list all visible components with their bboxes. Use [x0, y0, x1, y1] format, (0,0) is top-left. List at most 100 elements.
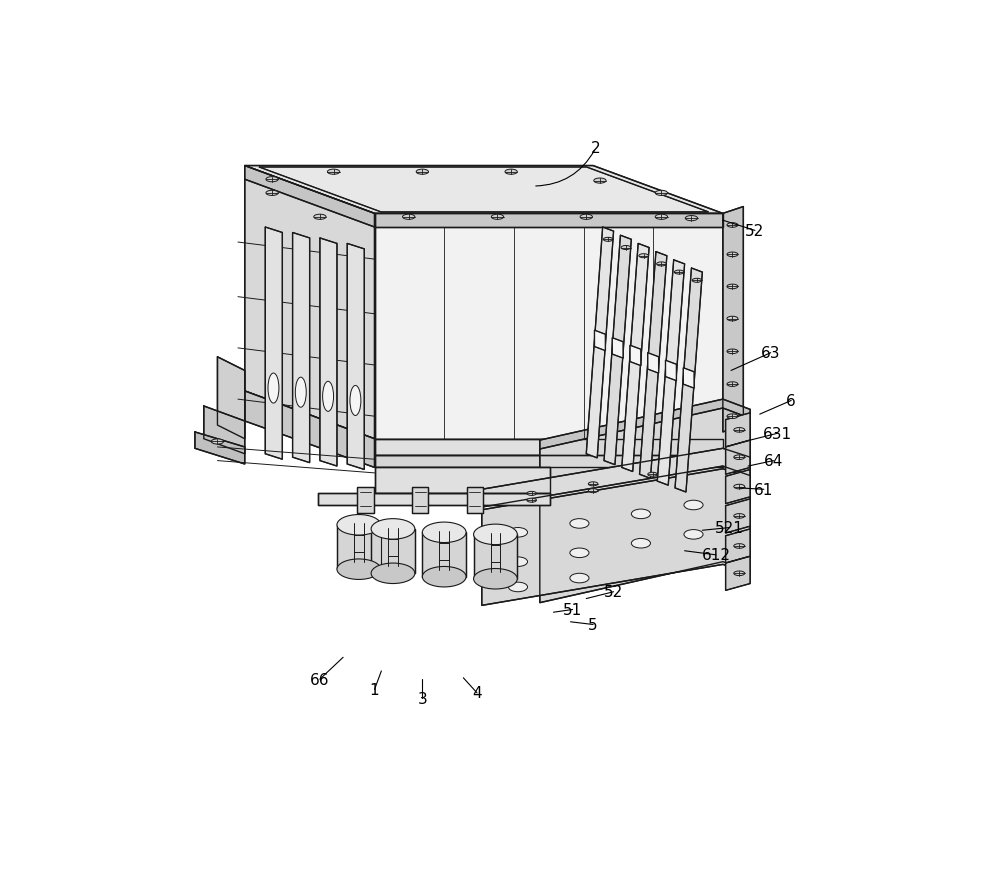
Polygon shape: [648, 354, 659, 374]
Text: 631: 631: [763, 426, 792, 441]
Polygon shape: [245, 167, 723, 214]
Ellipse shape: [588, 489, 598, 494]
Ellipse shape: [734, 571, 745, 576]
Ellipse shape: [508, 582, 528, 592]
Ellipse shape: [727, 223, 738, 228]
Ellipse shape: [371, 563, 415, 584]
Ellipse shape: [734, 455, 745, 460]
Polygon shape: [204, 407, 245, 455]
Ellipse shape: [371, 519, 415, 540]
Polygon shape: [540, 407, 750, 603]
Ellipse shape: [416, 170, 428, 175]
Polygon shape: [375, 455, 723, 468]
Polygon shape: [630, 346, 641, 366]
Polygon shape: [726, 440, 750, 475]
Ellipse shape: [674, 271, 684, 275]
Ellipse shape: [648, 473, 657, 477]
Ellipse shape: [337, 515, 381, 535]
Polygon shape: [474, 535, 517, 579]
Text: 51: 51: [563, 602, 582, 618]
Polygon shape: [726, 529, 750, 563]
Polygon shape: [375, 468, 550, 494]
Text: 61: 61: [754, 482, 774, 497]
Ellipse shape: [403, 215, 415, 220]
Polygon shape: [482, 470, 750, 606]
Ellipse shape: [508, 528, 528, 538]
Text: 52: 52: [745, 223, 765, 238]
Ellipse shape: [580, 215, 592, 220]
Ellipse shape: [570, 573, 589, 583]
Polygon shape: [726, 470, 750, 504]
Ellipse shape: [727, 415, 738, 419]
Polygon shape: [726, 413, 750, 447]
Polygon shape: [622, 245, 649, 472]
Polygon shape: [726, 556, 750, 591]
Ellipse shape: [268, 374, 279, 404]
Ellipse shape: [505, 170, 517, 175]
Ellipse shape: [527, 499, 536, 502]
Text: 1: 1: [370, 682, 379, 697]
Polygon shape: [594, 330, 605, 351]
Polygon shape: [612, 338, 623, 359]
Ellipse shape: [685, 216, 698, 222]
Ellipse shape: [594, 179, 606, 184]
Ellipse shape: [734, 514, 745, 518]
Ellipse shape: [734, 485, 745, 489]
Polygon shape: [604, 236, 631, 465]
Ellipse shape: [327, 170, 340, 175]
Text: 612: 612: [702, 548, 731, 563]
Polygon shape: [375, 439, 723, 455]
Polygon shape: [683, 369, 694, 389]
Polygon shape: [665, 361, 676, 381]
Ellipse shape: [727, 317, 738, 322]
Polygon shape: [245, 173, 723, 221]
Polygon shape: [726, 500, 750, 533]
Text: 52: 52: [604, 585, 623, 600]
Ellipse shape: [727, 284, 738, 290]
Text: 4: 4: [472, 686, 482, 701]
Polygon shape: [293, 233, 310, 463]
Ellipse shape: [655, 191, 668, 196]
Ellipse shape: [631, 539, 650, 548]
Ellipse shape: [727, 383, 738, 387]
Ellipse shape: [727, 350, 738, 354]
Ellipse shape: [734, 428, 745, 432]
Ellipse shape: [684, 530, 703, 540]
Polygon shape: [320, 238, 337, 467]
Polygon shape: [375, 221, 723, 439]
Text: 521: 521: [715, 520, 744, 535]
Ellipse shape: [422, 523, 466, 543]
Polygon shape: [318, 494, 550, 505]
Text: 6: 6: [786, 393, 796, 408]
Ellipse shape: [211, 439, 224, 445]
Polygon shape: [540, 400, 750, 449]
Ellipse shape: [323, 382, 334, 412]
Text: 66: 66: [310, 672, 330, 687]
Polygon shape: [657, 260, 685, 486]
Polygon shape: [723, 207, 743, 432]
Ellipse shape: [621, 246, 631, 250]
Text: 5: 5: [588, 618, 598, 633]
Polygon shape: [217, 357, 245, 439]
Polygon shape: [422, 532, 466, 577]
Polygon shape: [259, 167, 709, 213]
Polygon shape: [347, 245, 364, 470]
Ellipse shape: [266, 177, 278, 183]
Polygon shape: [640, 253, 667, 478]
Text: 64: 64: [764, 454, 783, 469]
Ellipse shape: [603, 238, 613, 242]
Ellipse shape: [684, 501, 703, 510]
Ellipse shape: [295, 377, 306, 408]
Polygon shape: [245, 392, 375, 468]
Ellipse shape: [527, 492, 536, 496]
Ellipse shape: [734, 544, 745, 548]
Ellipse shape: [508, 557, 528, 567]
Text: 3: 3: [417, 691, 427, 706]
Polygon shape: [337, 525, 381, 570]
Ellipse shape: [422, 567, 466, 587]
Polygon shape: [675, 268, 702, 493]
Ellipse shape: [474, 525, 517, 545]
Ellipse shape: [570, 548, 589, 558]
Ellipse shape: [727, 253, 738, 257]
Polygon shape: [412, 487, 428, 513]
